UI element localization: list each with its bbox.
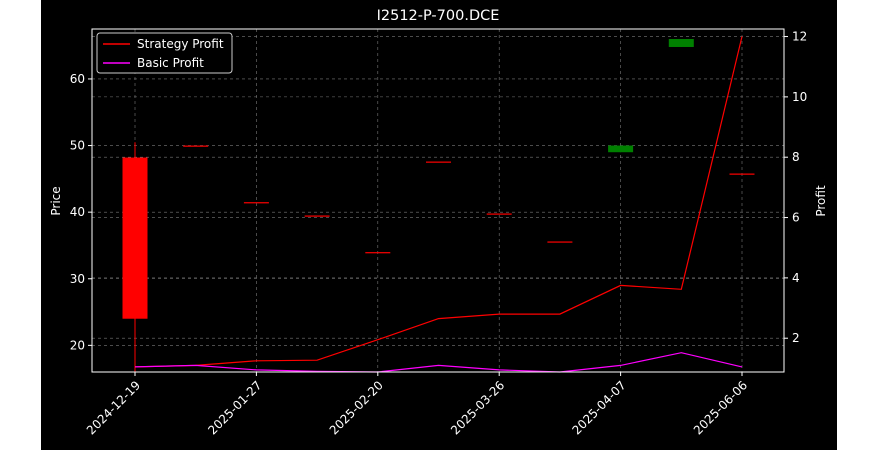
- legend-basic-label: Basic Profit: [137, 56, 204, 70]
- right-tick-label-8: 8: [792, 150, 800, 164]
- plot-frame: [91, 28, 785, 373]
- legend: Strategy Profit Basic Profit: [96, 32, 233, 74]
- left-tick-label-60: 60: [70, 72, 85, 86]
- right-tick-label-4: 4: [792, 271, 800, 285]
- figure-background: [41, 0, 837, 450]
- series-line-1: [134, 352, 743, 373]
- candle-body-7: [547, 241, 573, 243]
- candle-body-5: [426, 161, 451, 163]
- candle-body-3: [304, 215, 330, 217]
- profit-lines: [134, 36, 743, 373]
- candle-body-8: [608, 145, 634, 153]
- left-axis-label: Price: [49, 186, 63, 215]
- left-tick-label-40: 40: [70, 205, 85, 219]
- legend-strategy-label: Strategy Profit: [137, 37, 224, 51]
- right-tick-label-6: 6: [792, 211, 800, 225]
- right-tick-label-2: 2: [792, 331, 800, 345]
- left-tick-label-20: 20: [70, 338, 85, 352]
- left-tick-label-30: 30: [70, 272, 85, 286]
- right-tick-label-12: 12: [792, 30, 807, 44]
- left-tick-label-50: 50: [70, 139, 85, 153]
- right-tick-label-10: 10: [792, 90, 807, 104]
- legend-box: [96, 32, 233, 74]
- candle-body-4: [365, 252, 391, 254]
- series-line-0: [134, 36, 743, 368]
- candle-body-1: [183, 145, 209, 147]
- candle-body-2: [243, 202, 269, 204]
- candle-body-0: [122, 157, 148, 319]
- candles: [122, 38, 755, 372]
- candle-body-10: [729, 173, 755, 175]
- chart-title: I2512-P-700.DCE: [377, 8, 500, 24]
- right-axis-label: Profit: [814, 185, 828, 217]
- candle-body-9: [668, 38, 694, 47]
- candle-body-6: [486, 213, 512, 215]
